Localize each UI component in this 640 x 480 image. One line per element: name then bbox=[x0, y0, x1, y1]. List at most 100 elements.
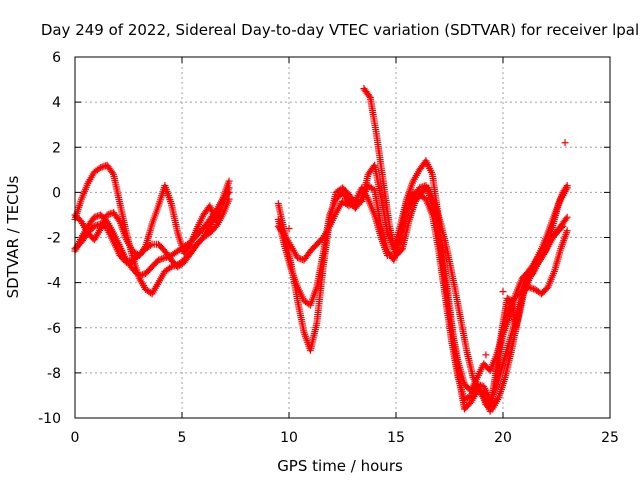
data-point bbox=[377, 222, 391, 253]
data-point bbox=[110, 170, 123, 206]
data-point bbox=[212, 213, 226, 230]
data-point bbox=[490, 348, 502, 386]
data-point bbox=[371, 161, 385, 199]
data-point bbox=[199, 230, 212, 241]
data-point bbox=[116, 252, 129, 265]
data-point bbox=[351, 197, 365, 212]
data-point bbox=[405, 199, 419, 226]
data-point bbox=[435, 234, 449, 284]
data-point bbox=[360, 85, 373, 100]
data-point bbox=[501, 348, 515, 381]
data-point bbox=[148, 204, 162, 228]
data-point bbox=[206, 224, 219, 237]
data-point bbox=[533, 246, 547, 262]
data-point bbox=[300, 297, 313, 308]
data-point bbox=[428, 211, 442, 253]
data-point bbox=[386, 222, 400, 257]
data-point bbox=[555, 190, 566, 208]
data-point bbox=[379, 177, 393, 228]
data-point bbox=[383, 252, 396, 260]
data-point bbox=[463, 346, 477, 379]
data-point bbox=[319, 224, 333, 241]
data-point bbox=[448, 324, 462, 363]
data-point bbox=[274, 222, 288, 238]
data-point bbox=[422, 195, 436, 217]
data-point bbox=[366, 94, 380, 138]
data-point bbox=[225, 177, 233, 185]
y-tick-label: 0 bbox=[52, 185, 61, 201]
data-point bbox=[561, 139, 569, 147]
data-points bbox=[71, 85, 571, 415]
x-axis-label: GPS time / hours bbox=[277, 457, 403, 475]
data-point bbox=[550, 247, 564, 275]
data-point bbox=[527, 256, 540, 273]
data-point bbox=[306, 321, 320, 354]
data-point bbox=[174, 259, 187, 271]
data-point bbox=[533, 255, 544, 269]
data-point bbox=[161, 247, 174, 263]
data-point bbox=[469, 373, 483, 393]
data-point bbox=[142, 241, 154, 253]
data-point bbox=[110, 229, 123, 249]
data-point bbox=[538, 249, 549, 262]
data-point bbox=[403, 179, 416, 203]
data-point bbox=[529, 262, 540, 278]
data-point bbox=[219, 197, 232, 219]
data-point bbox=[422, 157, 435, 176]
y-tick-label: -8 bbox=[47, 366, 61, 382]
data-point bbox=[339, 188, 352, 204]
data-point bbox=[281, 231, 294, 249]
data-point bbox=[364, 195, 378, 217]
data-point bbox=[103, 161, 116, 177]
data-point bbox=[441, 279, 455, 330]
chart-title: Day 249 of 2022, Sidereal Day-to-day VTE… bbox=[41, 21, 639, 39]
data-point bbox=[180, 251, 193, 266]
data-point bbox=[345, 199, 358, 210]
data-point bbox=[135, 246, 148, 260]
data-point bbox=[84, 224, 97, 237]
data-point bbox=[559, 183, 570, 196]
x-tick-label: 0 bbox=[71, 430, 80, 446]
y-axis-label: SDTVAR / TECUs bbox=[4, 175, 22, 298]
data-point bbox=[563, 213, 571, 221]
data-point bbox=[148, 257, 161, 271]
data-point bbox=[486, 380, 498, 413]
data-point bbox=[219, 186, 232, 208]
data-point bbox=[480, 360, 493, 373]
data-point bbox=[129, 265, 142, 279]
data-point bbox=[377, 234, 391, 258]
data-point bbox=[454, 358, 468, 386]
data-point bbox=[294, 297, 308, 334]
data-point bbox=[287, 265, 301, 289]
data-point bbox=[212, 197, 226, 214]
data-point bbox=[193, 213, 206, 232]
plot-frame bbox=[74, 56, 611, 419]
data-point bbox=[398, 220, 412, 253]
data-point bbox=[77, 230, 91, 246]
data-point bbox=[544, 269, 558, 291]
x-tick-label: 25 bbox=[601, 430, 619, 446]
data-point bbox=[103, 218, 116, 235]
data-point bbox=[516, 287, 528, 314]
data-point bbox=[478, 387, 489, 407]
data-point bbox=[403, 190, 416, 208]
data-point bbox=[364, 182, 377, 193]
y-tick-label: -10 bbox=[38, 411, 61, 427]
data-point bbox=[559, 222, 567, 230]
data-point bbox=[326, 197, 339, 219]
data-point bbox=[418, 185, 430, 196]
data-point bbox=[409, 168, 422, 185]
data-point bbox=[332, 199, 345, 217]
data-point bbox=[90, 165, 103, 176]
data-point bbox=[122, 236, 136, 253]
data-point bbox=[174, 229, 187, 255]
data-point bbox=[148, 240, 160, 248]
data-point bbox=[116, 218, 130, 242]
data-point bbox=[392, 246, 405, 260]
data-point bbox=[285, 224, 293, 232]
data-point bbox=[371, 186, 385, 228]
data-point bbox=[225, 184, 233, 192]
data-point bbox=[520, 276, 532, 293]
data-point bbox=[512, 276, 525, 298]
